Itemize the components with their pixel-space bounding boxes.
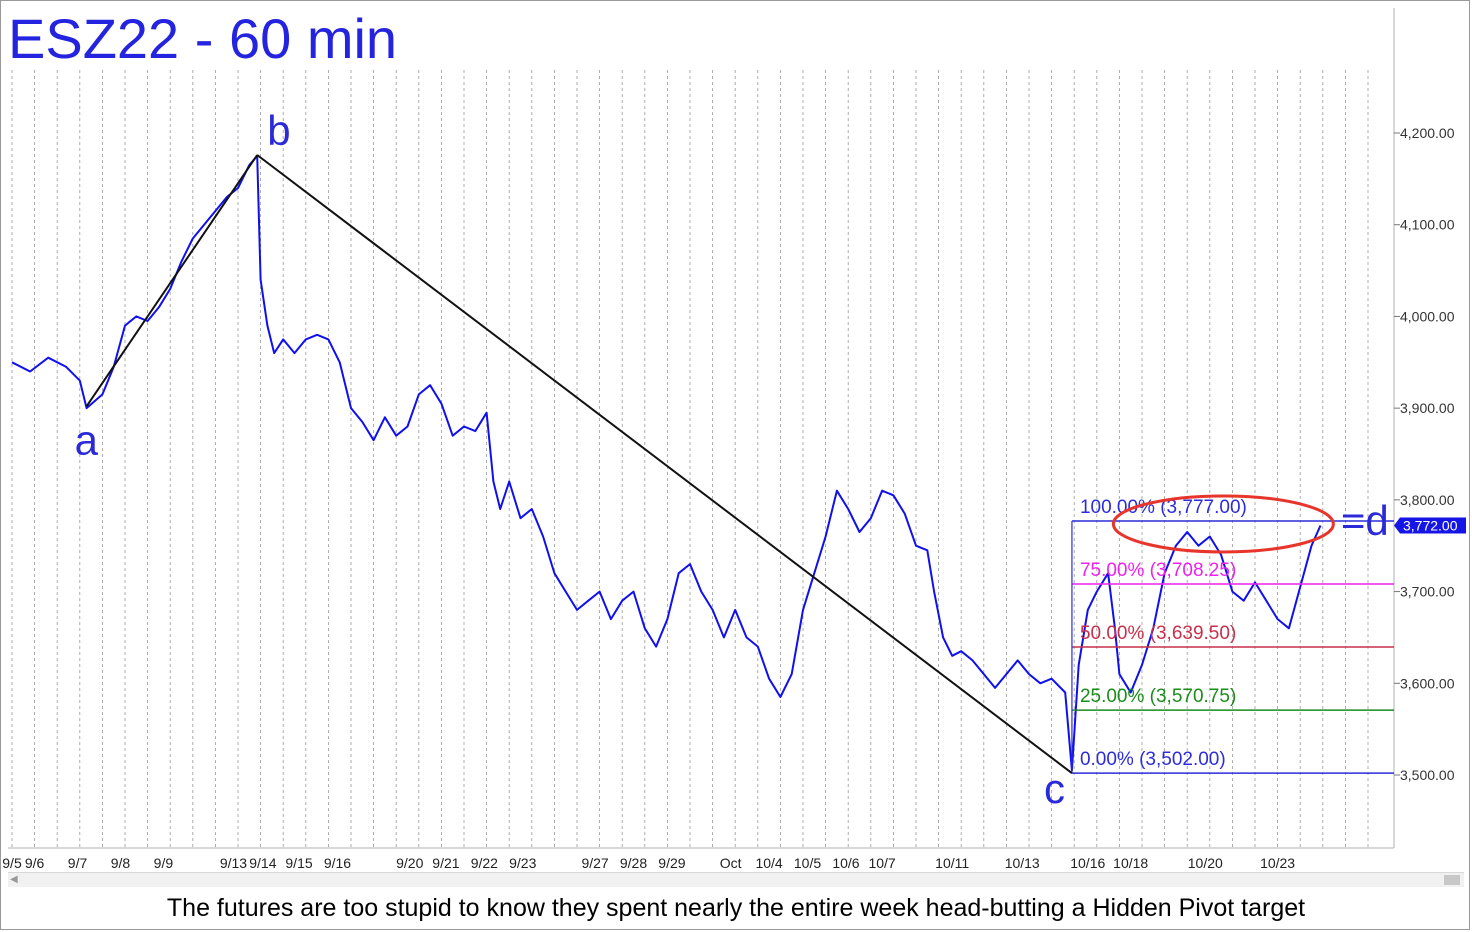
fib-level-label: 0.00% (3,502.00)	[1080, 749, 1226, 770]
x-tick-label: 9/21	[432, 855, 459, 871]
fib-layer: 100.00% (3,777.00)75.00% (3,708.25)50.00…	[1071, 494, 1394, 774]
scroll-left-icon[interactable]: ◀	[10, 874, 18, 885]
pattern-leg-line	[256, 154, 1073, 774]
x-tick-label: Oct	[720, 855, 742, 871]
pattern-leg-line	[85, 154, 259, 407]
scroll-thumb[interactable]	[1444, 875, 1460, 885]
price-layer	[11, 154, 1322, 772]
x-tick-label: 9/15	[285, 855, 312, 871]
wave-label-d: =d	[1341, 497, 1389, 544]
x-tick-label: 9/7	[68, 855, 88, 871]
x-tick-label: 10/6	[832, 855, 859, 871]
chart-title: ESZ22 - 60 min	[8, 7, 397, 70]
wave-label-c: c	[1044, 765, 1065, 812]
x-tick-label: 10/20	[1188, 855, 1223, 871]
x-tick-label: 10/11	[935, 855, 969, 871]
target-highlight-ellipse	[1111, 494, 1335, 554]
x-tick-label: 9/20	[396, 855, 423, 871]
x-tick-label: 10/4	[755, 855, 782, 871]
x-tick-label: 9/27	[581, 855, 608, 871]
y-tick-label: 3,900.00	[1400, 400, 1455, 416]
x-tick-label: 9/29	[658, 855, 685, 871]
x-tick-label: 9/22	[471, 855, 498, 871]
horizontal-scrollbar[interactable]: ◀	[8, 872, 1464, 887]
y-tick-label: 3,600.00	[1400, 675, 1455, 691]
x-tick-label: 9/9	[154, 855, 174, 871]
y-tick-label: 4,100.00	[1400, 217, 1455, 233]
x-tick-label: 10/18	[1113, 855, 1148, 871]
x-tick-label: 10/23	[1260, 855, 1295, 871]
y-tick-label: 4,200.00	[1400, 125, 1455, 141]
x-tick-label: 10/13	[1005, 855, 1040, 871]
x-tick-label: 10/5	[794, 855, 821, 871]
x-tick-label: 9/8	[111, 855, 131, 871]
x-tick-label: 9/6	[25, 855, 45, 871]
x-tick-label: 9/13	[220, 855, 247, 871]
axis-layer: 4,200.00 4,100.00 4,000.00 3,900.00 3,800.00…	[2, 8, 1466, 871]
x-tick-label: 9/5	[2, 855, 22, 871]
y-tick-label: 3,500.00	[1400, 767, 1455, 783]
chart-caption: The futures are too stupid to know they …	[166, 894, 1306, 922]
last-price-marker	[1394, 517, 1466, 534]
last-price-label: 3,772.00	[1403, 518, 1458, 534]
x-tick-label: 10/7	[868, 855, 895, 871]
y-tick-label: 3,800.00	[1400, 492, 1455, 508]
fib-level-label: 50.00% (3,639.50)	[1080, 623, 1236, 644]
x-tick-label: 9/14	[249, 855, 276, 871]
grid-layer	[11, 70, 1369, 848]
x-tick-label: 9/16	[324, 855, 351, 871]
y-tick-label: 4,000.00	[1400, 308, 1455, 324]
abcd-layer	[85, 154, 1073, 774]
wave-label-a: a	[75, 416, 99, 463]
fib-level-label: 25.00% (3,570.75)	[1080, 686, 1236, 707]
x-tick-label: 9/28	[620, 855, 647, 871]
price-series-line	[11, 154, 1322, 772]
wave-label-b: b	[267, 107, 290, 154]
label-layer: a b c =d	[75, 107, 1389, 812]
fib-level-label: 75.00% (3,708.25)	[1080, 560, 1236, 581]
y-tick-label: 3,700.00	[1400, 584, 1455, 600]
x-tick-label: 10/16	[1070, 855, 1105, 871]
x-tick-label: 9/23	[509, 855, 536, 871]
